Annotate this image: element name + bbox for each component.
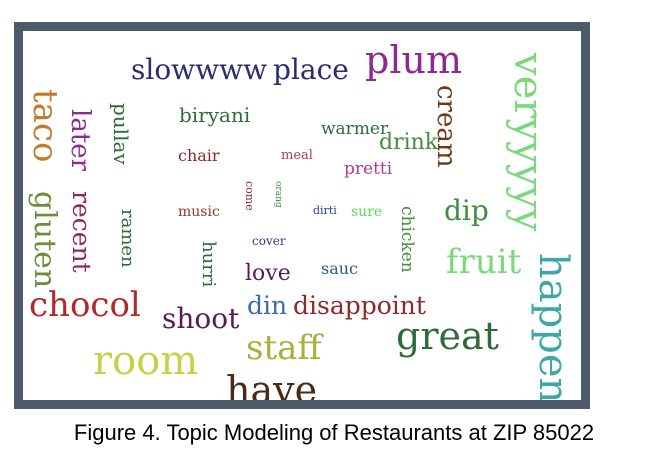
word-dirti: dirti xyxy=(313,204,337,217)
word-slowwww: slowwww xyxy=(131,53,268,86)
word-sauc: sauc xyxy=(321,259,359,278)
word-later: later xyxy=(65,109,95,172)
word-recent: recent xyxy=(67,191,96,273)
word-cover: cover xyxy=(252,234,286,248)
word-orang: orang xyxy=(273,181,283,208)
word-staff: staff xyxy=(246,328,322,368)
word-sure: sure xyxy=(351,204,383,220)
word-chocol: chocol xyxy=(29,285,141,325)
word-ramen: ramen xyxy=(117,209,138,268)
word-veryyyyy: veryyyyy xyxy=(505,53,551,232)
word-hurri: hurri xyxy=(198,241,219,288)
word-chair: chair xyxy=(178,146,220,165)
word-din: din xyxy=(247,291,288,320)
word-cloud-frame: slowwww place plum veryyyyy taco later p… xyxy=(14,22,590,409)
word-great: great xyxy=(396,314,499,358)
word-dip: dip xyxy=(444,194,489,227)
word-happen: happen xyxy=(530,253,576,404)
word-room: room xyxy=(93,338,199,384)
word-cream: cream xyxy=(431,85,461,168)
word-shoot: shoot xyxy=(162,302,240,335)
word-taco: taco xyxy=(25,89,65,163)
word-chicken: chicken xyxy=(397,206,417,273)
word-biryani: biryani xyxy=(179,103,251,127)
word-disappoint: disappoint xyxy=(293,291,426,320)
word-meal: meal xyxy=(281,148,313,163)
word-plum: plum xyxy=(365,38,462,82)
word-love: love xyxy=(245,261,291,286)
word-come: come xyxy=(243,181,256,211)
word-pullav: pullav xyxy=(109,103,133,165)
word-drink: drink xyxy=(379,130,439,155)
word-place: place xyxy=(273,53,349,86)
word-gluten: gluten xyxy=(27,191,62,289)
word-warmer: warmer xyxy=(321,119,389,139)
word-have: have xyxy=(226,368,318,409)
word-pretti: pretti xyxy=(344,159,393,179)
word-fruit: fruit xyxy=(446,242,522,282)
figure-caption: Figure 4. Topic Modeling of Restaurants … xyxy=(73,420,595,445)
word-music: music xyxy=(178,204,220,220)
